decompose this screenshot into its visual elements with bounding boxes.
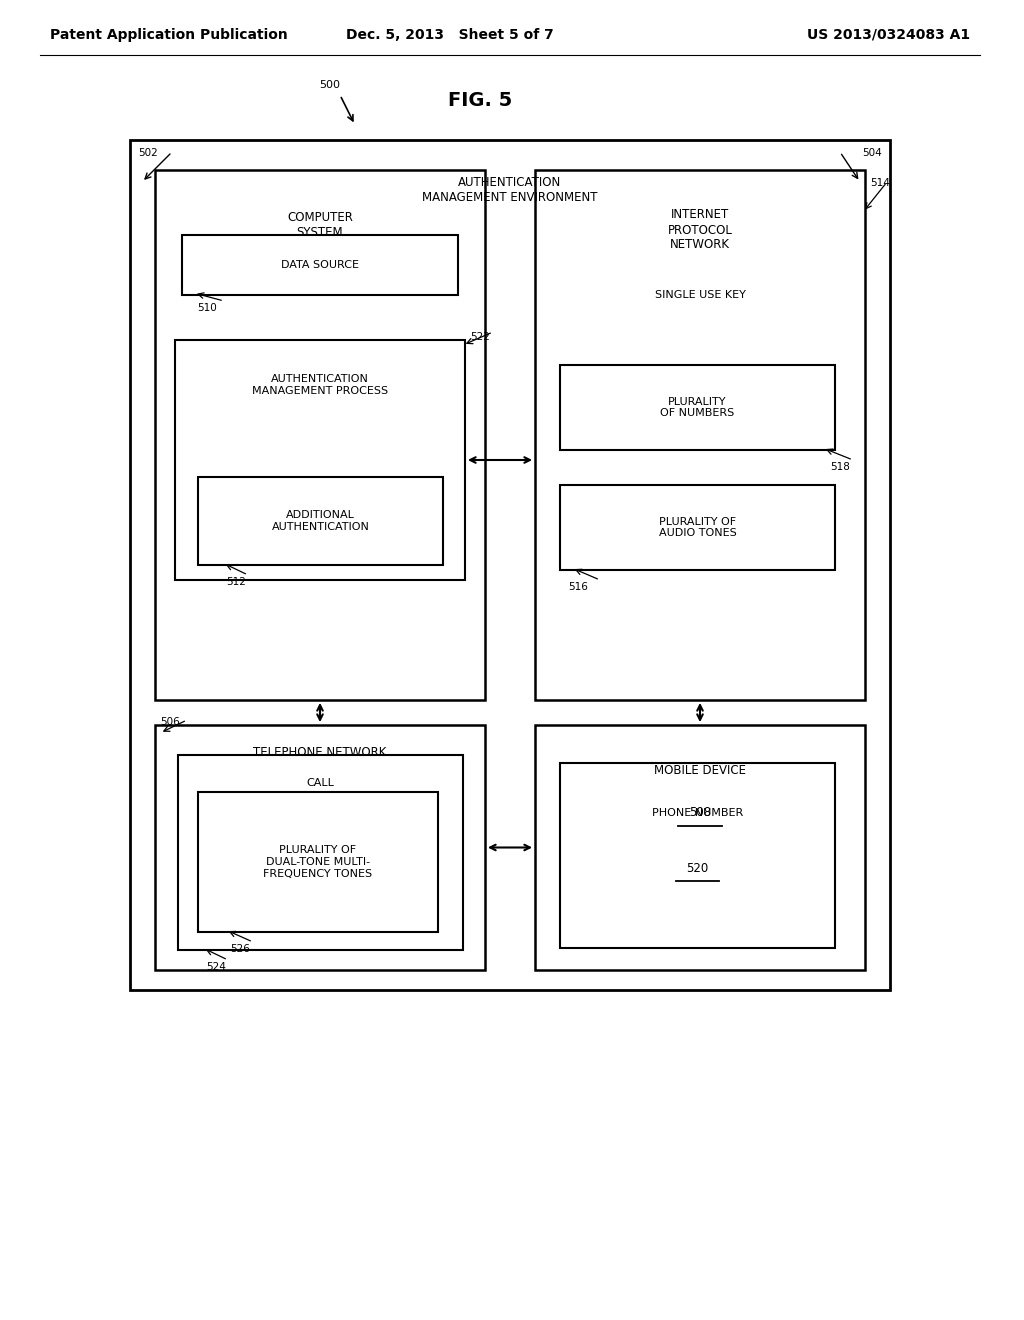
Text: 514: 514 xyxy=(870,178,890,187)
FancyBboxPatch shape xyxy=(535,170,865,700)
Text: SINGLE USE KEY: SINGLE USE KEY xyxy=(654,290,745,300)
Text: AUTHENTICATION
MANAGEMENT ENVIRONMENT: AUTHENTICATION MANAGEMENT ENVIRONMENT xyxy=(422,176,598,205)
Text: 502: 502 xyxy=(138,148,158,158)
Text: 500: 500 xyxy=(319,81,341,90)
Text: 504: 504 xyxy=(862,148,882,158)
Text: 516: 516 xyxy=(568,582,588,591)
Text: COMPUTER
SYSTEM: COMPUTER SYSTEM xyxy=(287,211,353,239)
Text: AUTHENTICATION
MANAGEMENT PROCESS: AUTHENTICATION MANAGEMENT PROCESS xyxy=(252,374,388,396)
FancyBboxPatch shape xyxy=(560,366,835,450)
Text: MOBILE DEVICE: MOBILE DEVICE xyxy=(654,763,746,776)
Text: PLURALITY OF
DUAL-TONE MULTI-
FREQUENCY TONES: PLURALITY OF DUAL-TONE MULTI- FREQUENCY … xyxy=(263,845,373,879)
FancyBboxPatch shape xyxy=(175,341,465,579)
FancyBboxPatch shape xyxy=(535,725,865,970)
Text: US 2013/0324083 A1: US 2013/0324083 A1 xyxy=(807,28,970,42)
FancyBboxPatch shape xyxy=(155,725,485,970)
FancyBboxPatch shape xyxy=(130,140,890,990)
Text: 510: 510 xyxy=(197,304,217,313)
Text: 506: 506 xyxy=(160,717,180,727)
FancyBboxPatch shape xyxy=(182,235,458,294)
Text: FIG. 5: FIG. 5 xyxy=(447,91,512,110)
Text: 518: 518 xyxy=(830,462,850,473)
Text: INTERNET
PROTOCOL
NETWORK: INTERNET PROTOCOL NETWORK xyxy=(668,209,732,252)
FancyBboxPatch shape xyxy=(198,792,438,932)
Text: PHONE NUMBER: PHONE NUMBER xyxy=(652,808,743,818)
Text: 522: 522 xyxy=(470,333,489,342)
FancyBboxPatch shape xyxy=(178,755,463,950)
FancyBboxPatch shape xyxy=(198,477,443,565)
Text: PLURALITY
OF NUMBERS: PLURALITY OF NUMBERS xyxy=(660,397,734,418)
Text: 508: 508 xyxy=(689,807,711,820)
Text: DATA SOURCE: DATA SOURCE xyxy=(281,260,359,271)
FancyBboxPatch shape xyxy=(560,763,835,948)
FancyBboxPatch shape xyxy=(155,170,485,700)
Text: 526: 526 xyxy=(230,944,250,954)
Text: 520: 520 xyxy=(686,862,709,874)
Text: TELEPHONE NETWORK: TELEPHONE NETWORK xyxy=(253,747,387,759)
Text: Patent Application Publication: Patent Application Publication xyxy=(50,28,288,42)
Text: ADDITIONAL
AUTHENTICATION: ADDITIONAL AUTHENTICATION xyxy=(271,511,370,532)
Text: PLURALITY OF
AUDIO TONES: PLURALITY OF AUDIO TONES xyxy=(658,516,736,539)
Text: 524: 524 xyxy=(206,962,226,972)
FancyBboxPatch shape xyxy=(560,484,835,570)
Text: 512: 512 xyxy=(226,577,246,587)
Text: Dec. 5, 2013   Sheet 5 of 7: Dec. 5, 2013 Sheet 5 of 7 xyxy=(346,28,554,42)
Text: CALL: CALL xyxy=(306,777,335,788)
